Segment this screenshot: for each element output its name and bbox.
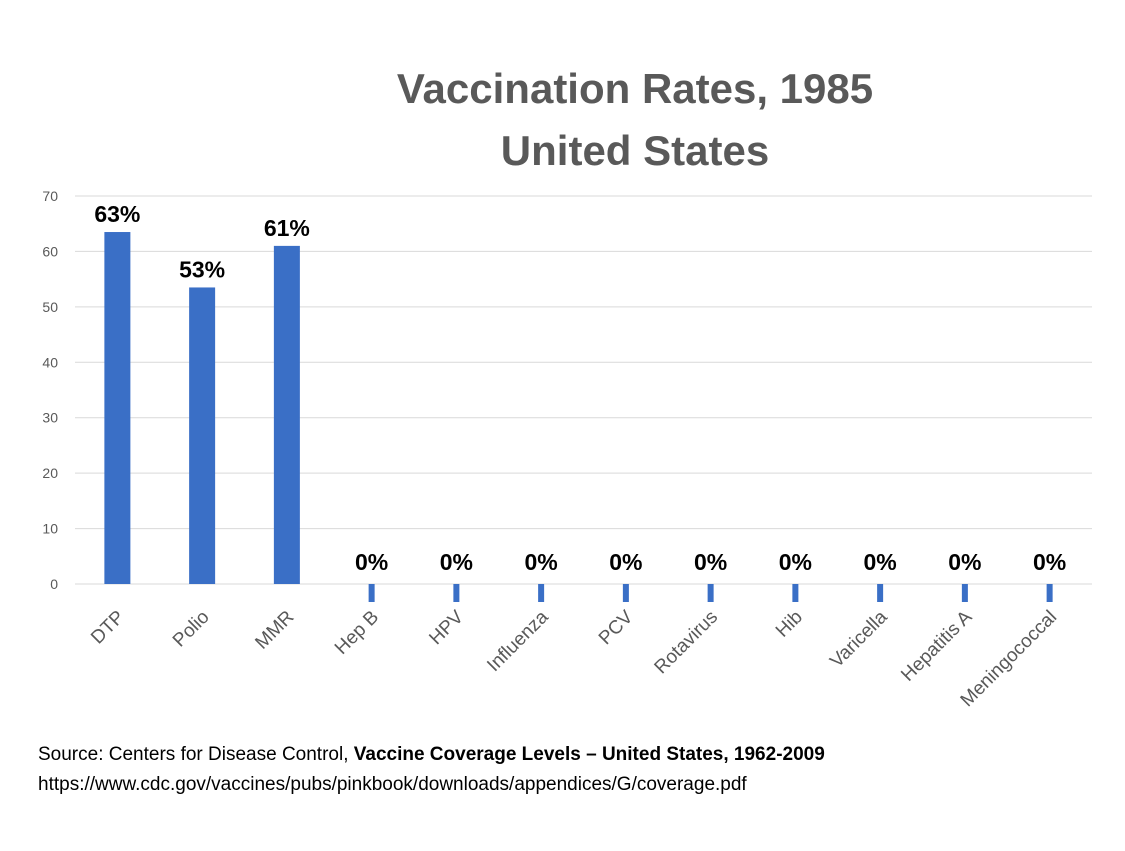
bar-hib (792, 584, 799, 602)
y-tick-label: 60 (42, 243, 58, 259)
data-label: 0% (694, 549, 727, 575)
data-label: 0% (355, 549, 388, 575)
x-axis-label: HPV (425, 606, 468, 649)
chart-title-line-2: United States (500, 127, 770, 174)
source-url[interactable]: https://www.cdc.gov/vaccines/pubs/pinkbo… (38, 774, 747, 795)
bar-hpv (453, 584, 460, 602)
data-label: 53% (179, 256, 225, 282)
source-title: Vaccine Coverage Levels – United States,… (353, 744, 825, 765)
data-labels: 63% 53% 61% 0% 0% 0% 0% 0% 0% 0% 0% 0% (94, 201, 1066, 575)
x-axis-label: DTP (87, 607, 129, 649)
bar-polio (189, 287, 216, 584)
y-tick-label: 50 (42, 299, 58, 315)
source-prefix: Source: Centers for Disease Control, (38, 744, 349, 765)
data-label: 0% (525, 549, 558, 575)
bar-pcv (622, 584, 629, 602)
y-tick-label: 20 (42, 465, 58, 481)
data-label: 0% (440, 549, 473, 575)
bar-influenza (538, 584, 545, 602)
y-tick-label: 0 (50, 576, 58, 592)
x-axis-label: Rotavirus (651, 607, 723, 679)
bar-varicella (877, 584, 884, 602)
source-note: Source: Centers for Disease Control, Vac… (38, 740, 825, 800)
data-label: 0% (1033, 549, 1066, 575)
data-label: 61% (264, 215, 310, 241)
x-axis-label: Influenza (483, 606, 553, 676)
x-axis-label: Hepatitis A (897, 606, 976, 685)
gridlines (75, 195, 1092, 585)
data-label: 0% (864, 549, 897, 575)
chart-title-line-1: Vaccination Rates, 1985 (396, 65, 874, 112)
y-tick-label: 70 (42, 188, 58, 204)
bar-hepatitis-a (961, 584, 968, 602)
data-label: 0% (779, 549, 812, 575)
bar-rotavirus (707, 584, 714, 602)
bar-mmr (273, 245, 300, 584)
y-tick-label: 10 (42, 521, 58, 537)
x-axis-label: Hib (772, 607, 807, 642)
x-axis-label: MMR (251, 607, 298, 654)
bar-meningococcal (1046, 584, 1053, 602)
x-axis-label: Varicella (826, 606, 892, 672)
source-line: Source: Centers for Disease Control, Vac… (38, 740, 825, 770)
y-tick-label: 30 (42, 410, 58, 426)
bar-hep-b (368, 584, 375, 602)
y-tick-label: 40 (42, 354, 58, 370)
x-axis-label: PCV (595, 606, 638, 649)
y-axis-ticks: 0 10 20 30 40 50 60 70 (42, 188, 58, 592)
x-axis-labels: DTP Polio MMR Hep B HPV Influenza PCV Rotavirus… (87, 606, 1061, 711)
bars (104, 232, 1053, 602)
data-label: 0% (948, 549, 981, 575)
x-axis-label: Polio (169, 607, 214, 652)
bar-dtp (104, 232, 131, 584)
data-label: 63% (94, 201, 140, 227)
x-axis-label: Hep B (331, 607, 383, 659)
data-label: 0% (609, 549, 642, 575)
chart-title: Vaccination Rates, 1985 United States (340, 58, 930, 182)
